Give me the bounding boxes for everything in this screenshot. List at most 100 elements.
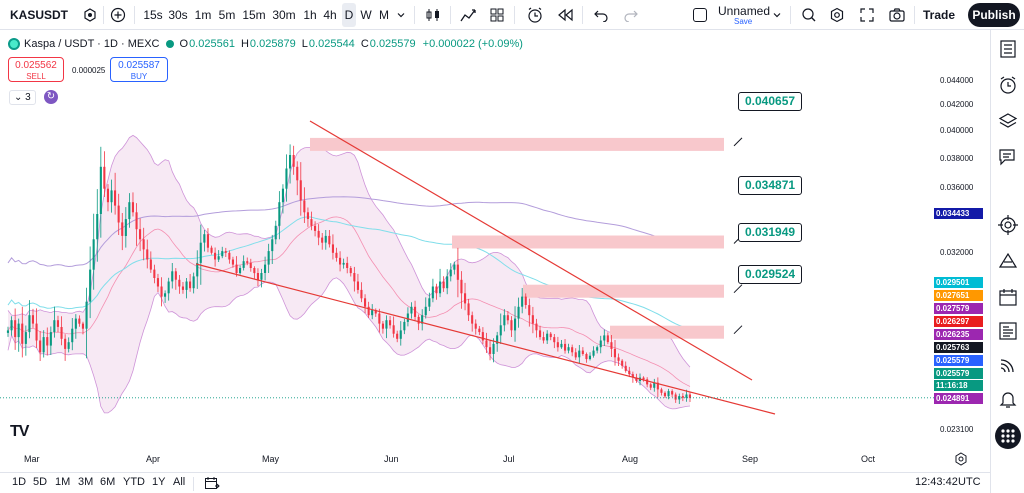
buy-label: BUY	[130, 72, 148, 81]
interval-30m[interactable]: 30m	[272, 8, 296, 22]
interval-4h[interactable]: 4h	[323, 8, 337, 22]
candle-body	[324, 235, 327, 243]
candle-body	[646, 379, 649, 385]
candle-body	[378, 313, 381, 324]
kaspa-logo-icon	[8, 38, 20, 50]
target-icon[interactable]	[997, 214, 1019, 236]
layout-grid-icon[interactable]	[486, 0, 508, 30]
candle-body	[621, 360, 624, 366]
candle-body	[239, 268, 242, 274]
interval-30s[interactable]: 30s	[168, 8, 188, 22]
candles-icon[interactable]	[422, 0, 444, 30]
candle-body	[428, 298, 431, 307]
sell-price: 0.025562	[15, 60, 57, 71]
candle-body	[346, 262, 349, 268]
range-6m[interactable]: 6M	[100, 476, 116, 488]
indicators-toggle[interactable]: ⌄ 3	[9, 90, 36, 105]
candle-body	[171, 271, 174, 282]
range-3m[interactable]: 3M	[78, 476, 94, 488]
level-callout[interactable]: 0.040657	[738, 92, 803, 111]
alert-clock-icon[interactable]	[524, 0, 546, 30]
compare-symbol-icon[interactable]	[108, 0, 128, 30]
save-label[interactable]: Save	[734, 17, 753, 26]
candle-body	[456, 264, 459, 280]
sell-button[interactable]: 0.025562 SELL	[8, 57, 64, 82]
candle-body	[603, 335, 606, 341]
news-icon[interactable]	[997, 320, 1019, 342]
range-ytd[interactable]: YTD	[123, 476, 145, 488]
fullscreen-icon[interactable]	[856, 0, 878, 30]
chat-icon[interactable]	[997, 146, 1019, 168]
layout-name[interactable]: Unnamed	[718, 4, 771, 18]
level-callout[interactable]: 0.031949	[738, 223, 803, 242]
price-tick: 0.032000	[940, 248, 974, 257]
watchlist-icon[interactable]	[997, 38, 1019, 60]
notifications-bell-icon[interactable]	[997, 388, 1019, 410]
range-1m[interactable]: 1M	[55, 476, 71, 488]
undo-icon[interactable]	[590, 0, 612, 30]
timezone-selector[interactable]: UTC	[958, 476, 981, 488]
interval-5m[interactable]: 5m	[218, 8, 236, 22]
callout-connector	[733, 284, 743, 294]
symbol-search[interactable]: KASUSDT	[10, 8, 69, 22]
candle-body	[67, 342, 70, 349]
settings-gear-icon[interactable]	[826, 0, 848, 30]
ideas-icon[interactable]	[997, 250, 1019, 272]
candle-body	[599, 340, 602, 348]
legend-low: 0.025544	[308, 38, 355, 50]
interval-1w[interactable]: W	[360, 8, 372, 22]
alerts-clock-icon[interactable]	[997, 74, 1019, 96]
legend-close: 0.025579	[369, 38, 416, 50]
multi-select-checkbox[interactable]	[693, 8, 707, 22]
interval-15s[interactable]: 15s	[143, 8, 163, 22]
interval-15m[interactable]: 15m	[242, 8, 266, 22]
calendar-goto-icon[interactable]	[204, 476, 220, 493]
streams-icon[interactable]	[997, 354, 1019, 376]
price-chart[interactable]	[0, 30, 990, 472]
candle-body	[274, 225, 277, 240]
range-1d[interactable]: 1D	[12, 476, 27, 488]
publish-button[interactable]: Publish	[968, 3, 1020, 27]
layers-icon[interactable]	[997, 110, 1019, 132]
candle-body	[660, 389, 663, 393]
replay-icon[interactable]	[554, 0, 576, 30]
legend-title[interactable]: Kaspa / USDT · 1D · MEXC	[24, 38, 160, 50]
tradingview-logo[interactable]: TV	[10, 423, 29, 440]
time-axis-settings-icon[interactable]	[954, 452, 968, 466]
quick-search-icon[interactable]	[798, 0, 820, 30]
calendar-icon[interactable]	[997, 286, 1019, 308]
data-loading-icon[interactable]: ↻	[44, 90, 58, 104]
indicators-icon[interactable]	[458, 0, 480, 30]
interval-1h[interactable]: 1h	[303, 8, 317, 22]
candle-body	[442, 281, 445, 289]
range-5d[interactable]: 5D	[33, 476, 48, 488]
range-1y[interactable]: 1Y	[152, 476, 166, 488]
candle-body	[403, 321, 406, 331]
candle-body	[624, 365, 627, 371]
trade-button[interactable]: Trade	[922, 8, 955, 22]
level-callout[interactable]: 0.029524	[738, 265, 803, 284]
candle-body	[585, 354, 588, 360]
buy-button[interactable]: 0.025587 BUY	[110, 57, 168, 82]
camera-snapshot-icon[interactable]	[886, 0, 908, 30]
add-symbol-icon[interactable]	[80, 0, 100, 30]
chevron-down-icon[interactable]	[394, 0, 408, 30]
price-tag: 0.025763	[934, 342, 983, 353]
interval-1mo[interactable]: M	[379, 8, 389, 22]
level-callout[interactable]: 0.034871	[738, 176, 803, 195]
candle-body	[178, 279, 181, 287]
candle-body	[560, 343, 563, 348]
range-all[interactable]: All	[173, 476, 186, 488]
apps-menu-icon[interactable]	[995, 423, 1021, 449]
interval-1d[interactable]: D	[342, 3, 356, 27]
candle-body	[385, 320, 388, 329]
candle-body	[485, 340, 488, 348]
interval-1m[interactable]: 1m	[194, 8, 212, 22]
layout-chevron-down-icon[interactable]	[770, 0, 784, 30]
candle-body	[231, 259, 234, 265]
candle-body	[574, 352, 577, 358]
candle-body	[331, 244, 334, 253]
redo-icon[interactable]	[620, 0, 642, 30]
candle-body	[89, 269, 92, 302]
candle-body	[135, 212, 138, 230]
